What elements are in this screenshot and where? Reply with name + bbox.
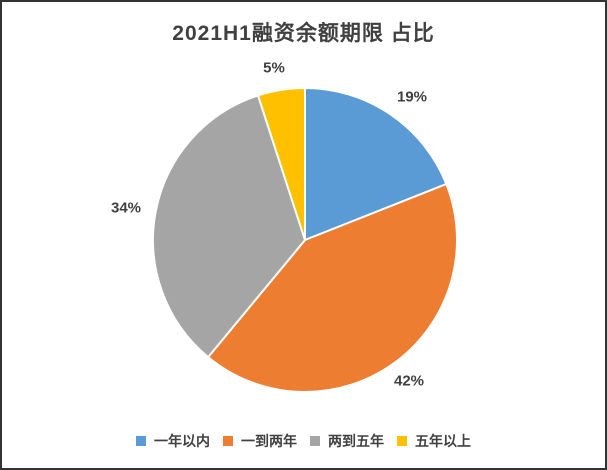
legend-swatch-1-to-2y <box>223 436 233 446</box>
legend-item-under-1y[interactable]: 一年以内 <box>136 431 210 451</box>
legend-swatch-2-to-5y <box>310 436 320 446</box>
legend-swatch-under-1y <box>136 436 146 446</box>
legend-item-1-to-2y[interactable]: 一到两年 <box>223 431 297 451</box>
legend-item-over-5y[interactable]: 五年以上 <box>397 431 471 451</box>
pie-slice-1-to-2y[interactable] <box>207 183 458 393</box>
pie-slice-under-1y[interactable] <box>304 87 448 241</box>
legend-label-2-to-5y: 两到五年 <box>328 433 384 449</box>
legend-label-under-1y: 一年以内 <box>154 433 210 449</box>
pie-slice-over-5y[interactable] <box>257 87 306 241</box>
legend-item-2-to-5y[interactable]: 两到五年 <box>310 431 384 451</box>
pie-slice-2-to-5y[interactable] <box>152 94 306 359</box>
chart-title: 2021H1融资余额期限 占比 <box>172 22 435 45</box>
legend-swatch-over-5y <box>397 436 407 446</box>
legend: 一年以内 一到两年 两到五年 五年以上 <box>2 431 605 451</box>
legend-label-1-to-2y: 一到两年 <box>241 433 297 449</box>
legend-label-over-5y: 五年以上 <box>415 433 471 449</box>
